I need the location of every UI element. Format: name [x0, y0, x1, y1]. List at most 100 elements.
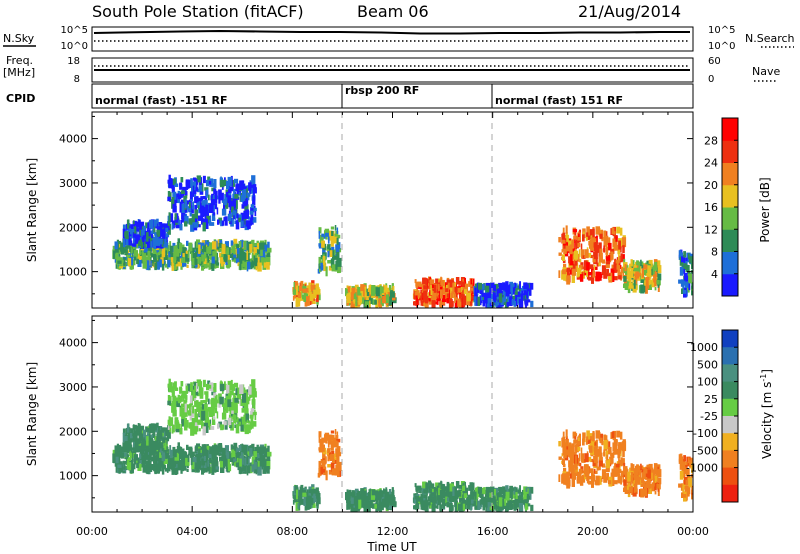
velocity-echo-cell: [573, 439, 578, 444]
velocity-echo-cell: [217, 448, 220, 454]
power-echo-cell: [213, 179, 217, 188]
velocity-echo-cell: [221, 424, 224, 430]
power-echo-cell: [322, 262, 326, 269]
power-echo-cell: [327, 250, 330, 258]
velocity-echo-cell: [174, 421, 176, 430]
power-echo-cell: [253, 247, 257, 255]
power-echo-cell: [618, 254, 620, 262]
power-echo-cell: [511, 283, 515, 287]
velocity-echo-cell: [457, 491, 462, 497]
velocity-echo-cell: [221, 448, 226, 458]
power-echo-cell: [199, 257, 202, 264]
power-echo-cell: [494, 283, 499, 293]
velocity-echo-cell: [390, 495, 395, 502]
velocity-echo-cell: [240, 424, 244, 432]
power-echo-cell: [179, 258, 183, 267]
velocity-echo-cell: [244, 392, 249, 402]
power-echo-cell: [153, 253, 157, 263]
velocity-echo-cell: [153, 432, 156, 437]
velocity-echo-cell: [632, 489, 637, 497]
power-echo-cell: [149, 219, 154, 230]
power-echo-cell: [186, 264, 189, 268]
power-echo-cell: [150, 241, 153, 248]
power-echo-cell: [601, 265, 607, 275]
power-echo-cell: [447, 287, 452, 293]
power-echo-cell: [223, 198, 227, 206]
velocity-echo-cell: [421, 496, 425, 504]
velocity-echo-cell: [233, 392, 236, 398]
power-echo-cell: [157, 261, 160, 270]
velocity-echo-cell: [592, 474, 595, 482]
velocity-echo-cell: [225, 458, 230, 468]
velocity-echo-cell: [297, 503, 300, 509]
velocity-echo-cell: [257, 466, 262, 476]
velocity-echo-cell: [517, 498, 520, 503]
velocity-echo-cell: [616, 430, 621, 438]
velocity-echo-cell: [265, 459, 268, 466]
velocity-echo-cell: [446, 502, 450, 508]
power-echo-cell: [320, 262, 324, 271]
velocity-echo-cell: [122, 452, 127, 457]
velocity-echo-cell: [515, 487, 518, 494]
velocity-echo-cell: [140, 431, 144, 441]
power-echo-cell: [348, 291, 351, 296]
power-echo-cell: [122, 259, 124, 263]
velocity-echo-cell: [197, 428, 201, 432]
velocity-echo-cell: [508, 490, 512, 499]
power-echo-cell: [566, 241, 570, 252]
power-echo-cell: [230, 218, 234, 227]
power-echo-cell: [459, 294, 462, 302]
power-echo-cell: [529, 282, 534, 290]
power-echo-cell: [235, 220, 240, 230]
velocity-echo-cell: [587, 456, 592, 462]
velocity-echo-cell: [505, 491, 510, 501]
power-echo-cell: [158, 226, 163, 236]
power-echo-cell: [425, 278, 428, 285]
velocity-echo-cell: [147, 454, 151, 465]
power-echo-cell: [388, 301, 393, 306]
velocity-echo-cell: [586, 430, 590, 440]
power-echo-cell: [324, 230, 329, 235]
power-echo-cell: [593, 260, 598, 265]
power-echo-cell: [195, 187, 199, 192]
power-echo-cell: [562, 227, 565, 233]
power-echo-cell: [316, 289, 321, 295]
power-echo-cell: [458, 280, 463, 285]
velocity-echo-cell: [200, 446, 205, 450]
power-echo-cell: [205, 222, 209, 229]
power-echo-cell: [194, 209, 198, 220]
power-echo-cell: [616, 265, 620, 270]
velocity-echo-cell: [253, 451, 257, 459]
power-echo-cell: [630, 268, 634, 277]
power-echo-cell: [184, 215, 189, 224]
power-echo-cell: [136, 221, 140, 228]
power-echo-cell: [632, 285, 637, 293]
power-echo-cell: [180, 219, 182, 228]
power-echo-cell: [325, 232, 329, 237]
velocity-echo-cell: [593, 464, 598, 469]
power-echo-cell: [140, 221, 145, 227]
power-echo-cell: [205, 204, 209, 215]
velocity-echo-cell: [642, 489, 647, 497]
power-echo-cell: [352, 292, 357, 300]
power-echo-cell: [593, 251, 597, 257]
power-echo-cell: [233, 238, 238, 248]
power-echo-cell: [236, 244, 239, 249]
velocity-echo-cell: [368, 489, 371, 494]
power-echo-cell: [166, 227, 171, 235]
power-echo-cell: [581, 272, 584, 276]
power-echo-cell: [319, 234, 322, 244]
velocity-echo-cell: [596, 466, 599, 471]
velocity-echo-cell: [251, 456, 256, 465]
velocity-echo-cell: [223, 421, 227, 426]
power-echo-cell: [235, 254, 240, 264]
power-echo-cell: [242, 260, 247, 268]
power-echo-cell: [468, 281, 473, 287]
power-echo-cell: [236, 185, 241, 196]
power-echo-cell: [214, 192, 217, 198]
power-echo-cell: [591, 236, 595, 245]
velocity-echo-cell: [517, 495, 520, 501]
velocity-echo-cell: [561, 473, 567, 479]
power-echo-cell: [251, 239, 255, 250]
velocity-echo-cell: [576, 457, 580, 466]
